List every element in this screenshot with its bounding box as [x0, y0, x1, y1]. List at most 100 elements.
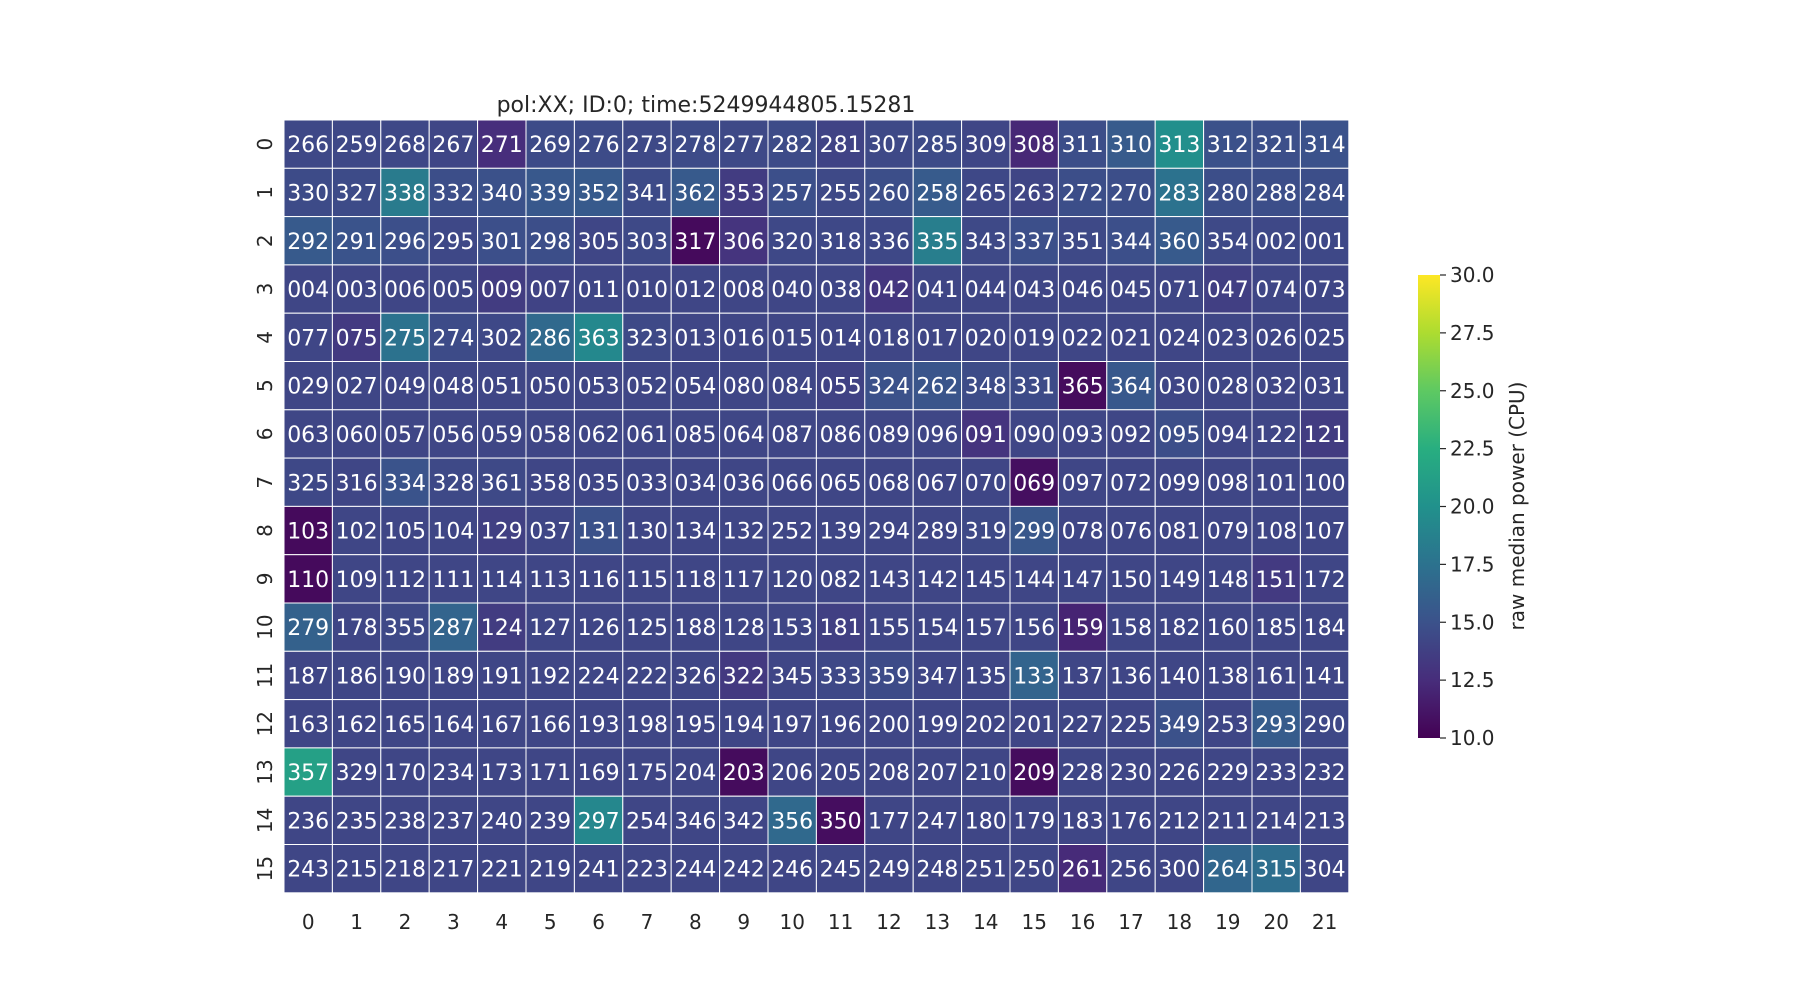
heatmap-cell — [912, 409, 963, 459]
heatmap-cell — [622, 361, 672, 411]
heatmap-cell — [1057, 216, 1108, 266]
cell-annotation: 295 — [432, 230, 474, 255]
heatmap-cell — [912, 312, 963, 363]
heatmap-cell — [573, 167, 624, 218]
heatmap-cell — [380, 457, 430, 507]
cell-annotation: 275 — [384, 326, 426, 351]
heatmap-cell — [331, 361, 382, 411]
heatmap-cell — [477, 844, 527, 894]
heatmap-cell — [525, 264, 575, 314]
heatmap-cell — [380, 747, 430, 797]
heatmap-cell — [1154, 361, 1205, 411]
heatmap-cell — [1299, 264, 1350, 314]
heatmap-cell — [1057, 602, 1108, 652]
cell-annotation: 141 — [1304, 664, 1346, 689]
cell-annotation: 187 — [287, 664, 329, 689]
heatmap-cell — [912, 602, 963, 652]
cell-annotation: 087 — [771, 423, 813, 448]
cell-annotation: 353 — [723, 181, 765, 206]
cell-annotation: 255 — [820, 181, 862, 206]
x-tick-label: 1 — [350, 910, 363, 934]
cell-annotation: 285 — [916, 133, 958, 158]
heatmap-cell — [961, 216, 1011, 266]
cell-annotation: 363 — [578, 326, 620, 351]
cell-annotation: 268 — [384, 133, 426, 158]
cell-annotation: 251 — [965, 858, 1007, 883]
heatmap-cell — [1106, 505, 1156, 556]
cell-annotation: 237 — [432, 809, 474, 834]
cell-annotation: 264 — [1207, 858, 1249, 883]
heatmap-cell — [864, 844, 914, 894]
cell-annotation: 364 — [1110, 375, 1152, 400]
cell-annotation: 365 — [1062, 375, 1104, 400]
x-tick-label: 13 — [925, 910, 950, 934]
heatmap-cell — [670, 167, 721, 218]
cell-annotation: 339 — [529, 181, 571, 206]
heatmap-cell — [283, 844, 333, 894]
heatmap-cell — [1251, 699, 1301, 749]
heatmap-cell — [670, 216, 721, 266]
heatmap-cell — [864, 747, 914, 797]
colorbar-tick-label: 17.5 — [1450, 552, 1495, 576]
cell-annotation: 355 — [384, 616, 426, 641]
heatmap-cell — [815, 457, 866, 507]
cell-annotation: 072 — [1110, 471, 1152, 496]
cell-annotation: 180 — [965, 809, 1007, 834]
cell-annotation: 221 — [481, 858, 523, 883]
cell-annotation: 200 — [868, 713, 910, 738]
heatmap-cell — [767, 747, 817, 797]
heatmap-cell — [1203, 216, 1253, 266]
x-tick-label: 15 — [1021, 910, 1046, 934]
heatmap-cell — [380, 264, 430, 314]
heatmap-cell — [1057, 505, 1108, 556]
cell-annotation: 226 — [1158, 761, 1200, 786]
cell-annotation: 356 — [771, 809, 813, 834]
heatmap-cell — [331, 699, 382, 749]
cell-annotation: 008 — [723, 278, 765, 303]
cell-annotation: 303 — [626, 230, 668, 255]
cell-annotation: 176 — [1110, 809, 1152, 834]
heatmap-cell — [1203, 795, 1253, 846]
cell-annotation: 082 — [820, 568, 862, 593]
cell-annotation: 341 — [626, 181, 668, 206]
cell-annotation: 204 — [674, 761, 716, 786]
cell-annotation: 131 — [578, 520, 620, 545]
cell-annotation: 116 — [578, 568, 620, 593]
heatmap-cell — [283, 699, 333, 749]
heatmap-cell — [283, 119, 333, 169]
heatmap-cell — [1106, 844, 1156, 894]
heatmap-cell — [864, 361, 914, 411]
heatmap-cell — [815, 216, 866, 266]
cell-annotation: 126 — [578, 616, 620, 641]
heatmap-cell — [1203, 505, 1253, 556]
cell-annotation: 130 — [626, 520, 668, 545]
colorbar-tick-label: 10.0 — [1450, 726, 1495, 750]
cell-annotation: 021 — [1110, 326, 1152, 351]
cell-annotation: 249 — [868, 858, 910, 883]
colorbar-tick-label: 25.0 — [1450, 379, 1495, 403]
cell-annotation: 143 — [868, 568, 910, 593]
cell-annotation: 333 — [820, 664, 862, 689]
heatmap-cell — [670, 602, 721, 652]
cell-annotation: 194 — [723, 713, 765, 738]
heatmap-cell — [622, 650, 672, 701]
cell-annotation: 292 — [287, 230, 329, 255]
heatmap-cell — [767, 361, 817, 411]
cell-annotation: 208 — [868, 761, 910, 786]
cell-annotation: 254 — [626, 809, 668, 834]
cell-annotation: 186 — [336, 664, 378, 689]
heatmap-cell — [428, 554, 479, 604]
heatmap-cell — [1057, 312, 1108, 363]
heatmap-cell — [331, 795, 382, 846]
y-tick-label: 7 — [253, 476, 277, 489]
heatmap-cell — [380, 650, 430, 701]
cell-annotation: 196 — [820, 713, 862, 738]
cell-annotation: 002 — [1255, 230, 1297, 255]
cell-annotation: 052 — [626, 375, 668, 400]
cell-annotation: 191 — [481, 664, 523, 689]
cell-annotation: 286 — [529, 326, 571, 351]
heatmap-cell — [331, 747, 382, 797]
cell-annotation: 045 — [1110, 278, 1152, 303]
heatmap-cell — [815, 361, 866, 411]
